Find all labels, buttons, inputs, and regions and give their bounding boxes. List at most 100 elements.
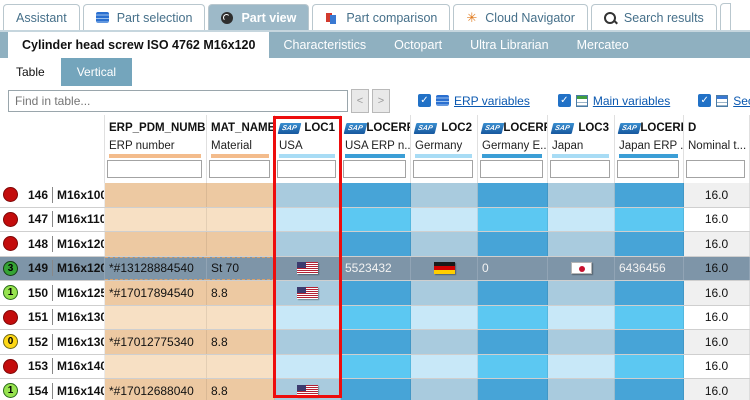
cell-loc3 <box>548 256 615 280</box>
find-in-table-input[interactable] <box>8 89 348 112</box>
filter-input[interactable] <box>107 160 202 178</box>
row-name: M16x100 <box>57 187 105 202</box>
toggle-label[interactable]: Main variables <box>592 93 671 108</box>
view-tab-table[interactable]: Table <box>0 58 61 86</box>
row-name: M16x130 <box>57 334 105 349</box>
filter-cell-locerp3 <box>615 158 684 183</box>
cell-mat <box>207 183 275 207</box>
column-header-locerp3[interactable]: SAPLOCERP3 Japan ERP ... <box>615 115 684 158</box>
column-header-d[interactable]: D Nominal t... <box>684 115 750 158</box>
find-next-button[interactable]: > <box>372 88 390 113</box>
doc-tab-cylinder-head-screw-iso-4762-m16x120[interactable]: Cylinder head screw ISO 4762 M16x120 <box>8 32 270 58</box>
table-row[interactable]: 153 M16x140 16.0 <box>0 354 750 379</box>
table-row[interactable]: 1 150 M16x125 *#17017894540 8.8 16.0 <box>0 281 750 306</box>
row-number-divider <box>52 333 53 350</box>
table-row[interactable]: 148 M16x120 16.0 <box>0 232 750 257</box>
tab-part-view[interactable]: Part view <box>208 4 310 30</box>
toggle-secondary-varia[interactable]: ✓ Secondary varia <box>698 94 750 108</box>
document-tab-strip: Cylinder head screw ISO 4762 M16x120 Char… <box>0 30 750 58</box>
status-icon-lightgreen: 1 <box>3 383 18 399</box>
column-header-locerp2[interactable]: SAPLOCERP2 Germany E... <box>478 115 548 158</box>
cell-locerp2 <box>478 354 548 378</box>
checkbox-icon[interactable]: ✓ <box>698 94 712 107</box>
doc-tab-ultra-librarian[interactable]: Ultra Librarian <box>470 38 549 52</box>
filter-input[interactable] <box>617 160 679 178</box>
cell-locerp2: 0 <box>478 256 548 280</box>
tab-part-selection[interactable]: Part selection <box>82 4 206 30</box>
filter-input[interactable] <box>686 160 745 178</box>
column-header-num[interactable] <box>0 115 105 158</box>
cell-loc3 <box>548 305 615 329</box>
column-subtitle: Japan <box>552 140 584 152</box>
column-subtitle: Japan ERP ... <box>619 140 684 152</box>
cell-mat <box>207 305 275 329</box>
tab-cloud-navigator[interactable]: ✳ Cloud Navigator <box>453 4 588 30</box>
status-icon-red <box>3 236 18 252</box>
cell-loc1 <box>275 305 341 329</box>
table-row[interactable]: 147 M16x110 16.0 <box>0 207 750 232</box>
doc-tab-octopart[interactable]: Octopart <box>394 38 443 52</box>
cell-locerp1 <box>341 379 411 400</box>
toggle-main-variables[interactable]: ✓ Main variables <box>557 93 671 108</box>
find-bar: < > ✓ ERP variables ✓ Main variables ✓ Second… <box>0 86 750 115</box>
checkbox-icon[interactable]: ✓ <box>557 94 571 107</box>
cell-erp: *#17017894540 <box>105 281 207 305</box>
row-number-divider <box>52 309 53 326</box>
column-title: MAT_NAME <box>211 115 274 138</box>
table-row[interactable]: 146 M16x100 16.0 <box>0 183 750 208</box>
column-title: SAPLOCERP2 <box>480 115 547 138</box>
column-accent-bar <box>415 154 472 158</box>
cell-locerp1 <box>341 330 411 354</box>
cell-locerp1: 5523432 <box>341 256 411 280</box>
tab-assistant[interactable]: Assistant <box>3 4 80 30</box>
row-number: 151 <box>27 310 48 325</box>
toggle-label[interactable]: Secondary varia <box>733 93 750 108</box>
row-name: M16x120 <box>57 261 105 276</box>
doc-tab-characteristics[interactable]: Characteristics <box>283 38 367 52</box>
filter-input[interactable] <box>209 160 270 178</box>
filter-input[interactable] <box>480 160 543 178</box>
row-name: M16x130 <box>57 310 105 325</box>
column-header-mat[interactable]: MAT_NAME Material <box>207 115 275 158</box>
table-row[interactable]: 0 152 M16x130 *#17012775340 8.8 16.0 <box>0 330 750 355</box>
column-subtitle: Germany <box>415 140 463 152</box>
filter-input[interactable] <box>413 160 473 178</box>
table-row[interactable]: 1 154 M16x140 *#17012688040 8.8 16.0 <box>0 379 750 400</box>
toggle-erp-variables[interactable]: ✓ ERP variables <box>418 94 530 108</box>
column-header-locerp1[interactable]: SAPLOCERP1 USA ERP n... <box>341 115 411 158</box>
column-title: SAPLOCERP1 <box>343 115 410 138</box>
variable-toggles: ✓ ERP variables ✓ Main variables ✓ Secondary … <box>390 94 750 108</box>
doc-tab-mercateo[interactable]: Mercateo <box>576 38 629 52</box>
tab-part-comparison[interactable]: Part comparison <box>312 4 451 30</box>
checkbox-icon[interactable]: ✓ <box>418 94 431 107</box>
cell-locerp1 <box>341 305 411 329</box>
cell-mat <box>207 232 275 256</box>
tab-search-results[interactable]: Search results <box>590 4 717 30</box>
column-header-loc2[interactable]: SAP LOC2 Germany <box>411 115 478 158</box>
filter-cell-locerp2 <box>478 158 548 183</box>
view-tab-vertical[interactable]: Vertical <box>60 58 133 86</box>
filter-input[interactable] <box>343 160 406 178</box>
sphere-icon <box>221 11 234 24</box>
cell-loc2 <box>411 281 478 305</box>
filter-input[interactable] <box>277 160 336 178</box>
cell-erp <box>105 354 207 378</box>
column-header-loc3[interactable]: SAP LOC3 Japan <box>548 115 615 158</box>
cell-locerp3 <box>615 281 684 305</box>
table-row[interactable]: 151 M16x130 16.0 <box>0 305 750 330</box>
tab-label: Part selection <box>116 10 193 25</box>
cell-loc3 <box>548 330 615 354</box>
column-header-loc1[interactable]: SAP LOC1 USA <box>275 115 341 158</box>
row-number: 147 <box>27 212 48 227</box>
cell-loc1 <box>275 256 341 280</box>
filter-input[interactable] <box>550 160 610 178</box>
cell-d: 16.0 <box>684 256 750 280</box>
table-row[interactable]: 3 149 M16x120 *#13128884540 St 70 5523432 0 643… <box>0 256 750 281</box>
column-title-text: LOCERP3 <box>640 122 683 134</box>
toggle-label[interactable]: ERP variables <box>454 93 530 108</box>
find-previous-button[interactable]: < <box>351 88 369 113</box>
